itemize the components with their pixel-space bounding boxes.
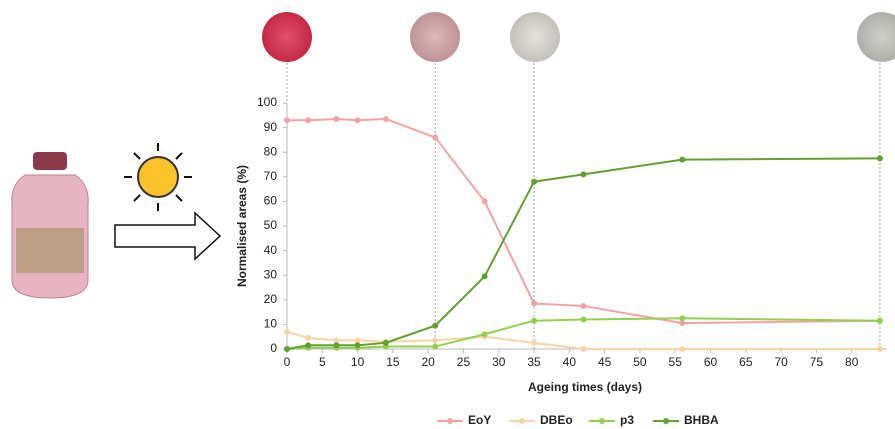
- data-point: [432, 322, 439, 329]
- data-point: [284, 346, 290, 352]
- legend-marker: [599, 418, 605, 424]
- sample-photo: [410, 12, 460, 62]
- y-tick-label: 20: [264, 292, 278, 306]
- x-axis-title: Ageing times (days): [528, 380, 642, 394]
- y-tick-label: 70: [264, 169, 278, 183]
- data-point: [679, 320, 686, 327]
- data-point: [284, 117, 290, 124]
- sample-photos: [262, 12, 895, 62]
- y-tick-label: 90: [264, 120, 278, 134]
- data-point: [531, 317, 538, 324]
- x-tick-label: 0: [284, 355, 291, 369]
- data-point: [876, 155, 883, 162]
- legend-marker: [447, 418, 453, 424]
- data-point: [284, 328, 290, 335]
- y-tick-label: 0: [270, 341, 277, 355]
- data-point: [354, 117, 361, 124]
- data-point: [333, 115, 340, 122]
- legend-label: DBEo: [540, 413, 573, 427]
- data-point: [580, 316, 587, 323]
- x-tick-label: 5: [319, 355, 326, 369]
- x-tick-label: 55: [669, 355, 683, 369]
- data-point: [432, 134, 439, 141]
- data-point: [382, 115, 389, 122]
- arrow: [114, 211, 222, 261]
- x-tick-label: 35: [527, 355, 541, 369]
- data-point: [354, 337, 361, 344]
- legend-label: EoY: [468, 413, 491, 427]
- data-point: [333, 337, 340, 344]
- legend-label: p3: [620, 413, 634, 427]
- x-tick-label: 40: [563, 355, 577, 369]
- y-tick-label: 40: [264, 243, 278, 257]
- y-tick-label: 10: [264, 317, 278, 331]
- data-point: [432, 343, 439, 350]
- data-point: [354, 342, 361, 349]
- x-tick-label: 10: [351, 355, 365, 369]
- x-tick-label: 80: [845, 355, 859, 369]
- data-point: [876, 346, 883, 352]
- data-point: [531, 178, 538, 185]
- data-point: [305, 342, 312, 349]
- legend-label: BHBA: [684, 413, 719, 427]
- sample-photo: [857, 12, 895, 62]
- x-tick-label: 65: [739, 355, 753, 369]
- x-tick-label: 50: [633, 355, 647, 369]
- y-axis-title: Normalised areas (%): [235, 165, 249, 287]
- data-point: [531, 339, 538, 346]
- data-point: [531, 300, 538, 307]
- data-point: [580, 346, 587, 352]
- sample-photo: [262, 12, 312, 62]
- y-tick-label: 50: [264, 218, 278, 232]
- data-point: [305, 117, 312, 124]
- x-tick-label: 30: [492, 355, 506, 369]
- x-tick-label: 20: [421, 355, 435, 369]
- data-point: [333, 342, 340, 349]
- y-tick-label: 80: [264, 144, 278, 158]
- x-tick-label: 75: [810, 355, 824, 369]
- data-point: [382, 339, 389, 346]
- data-point: [580, 302, 587, 309]
- bottle: [11, 152, 89, 299]
- x-tick-label: 60: [704, 355, 718, 369]
- legend-marker: [663, 418, 669, 424]
- x-tick-label: 45: [598, 355, 612, 369]
- y-tick-label: 30: [264, 267, 278, 281]
- data-point: [679, 156, 686, 163]
- x-tick-label: 15: [386, 355, 400, 369]
- data-point: [876, 317, 883, 324]
- x-tick-label: 25: [457, 355, 471, 369]
- y-tick-label: 100: [257, 95, 277, 109]
- sample-photo: [510, 12, 560, 62]
- data-point: [679, 346, 686, 352]
- series-line: [287, 117, 880, 325]
- legend-marker: [519, 418, 525, 424]
- data-point: [481, 198, 488, 205]
- data-point: [305, 334, 312, 341]
- sun: [124, 143, 192, 211]
- y-tick-label: 60: [264, 194, 278, 208]
- x-tick-label: 70: [774, 355, 788, 369]
- data-point: [481, 273, 488, 280]
- data-point: [481, 331, 488, 338]
- data-point: [432, 337, 439, 344]
- data-point: [679, 315, 686, 322]
- data-point: [580, 171, 587, 178]
